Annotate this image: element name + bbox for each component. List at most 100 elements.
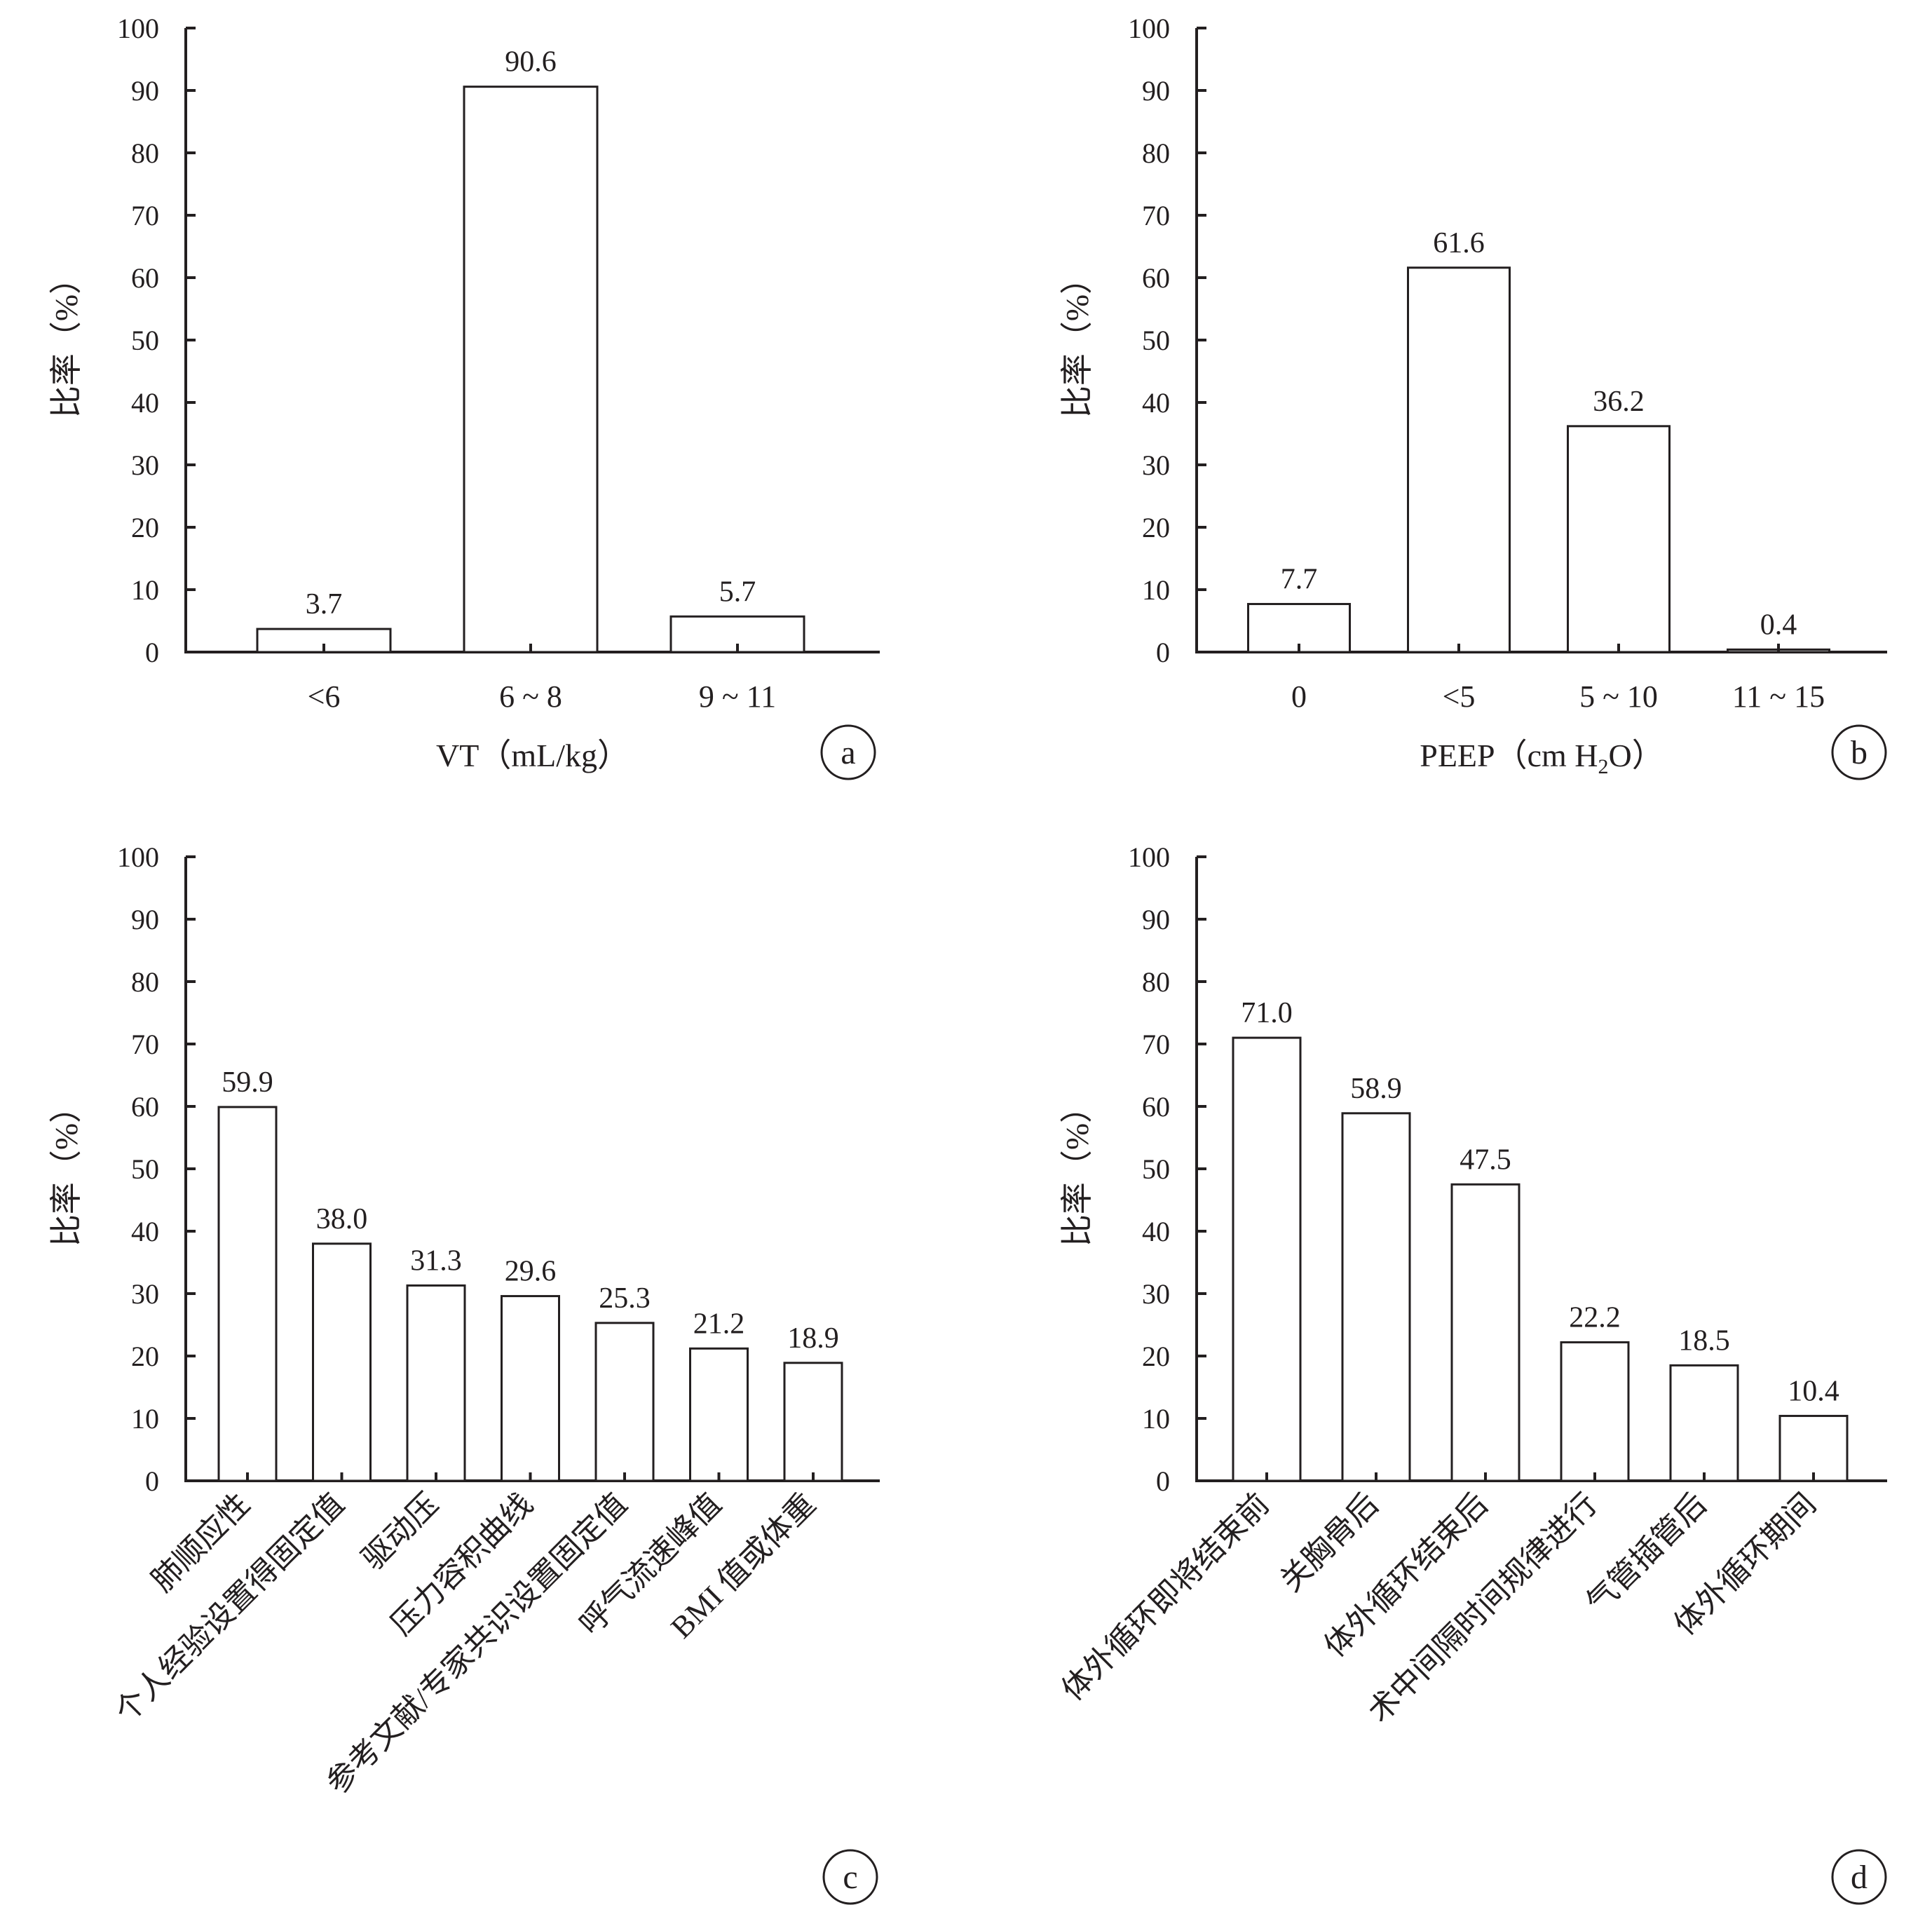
data-label: 18.5 xyxy=(1678,1324,1730,1357)
y-tick-label: 80 xyxy=(1142,966,1170,998)
y-tick-label: 50 xyxy=(131,325,159,356)
bar xyxy=(1407,266,1511,653)
y-tick-label: 100 xyxy=(1128,13,1170,44)
y-axis-title: 比率（%） xyxy=(48,1091,84,1247)
chart-panel-b: 0 10 20 30 40 50 60 70 80 90 100 比率（%） 7.7 0 61.6 <5 36.… xyxy=(1059,13,1887,780)
y-tick-label: 60 xyxy=(131,262,159,294)
y-tick-label: 100 xyxy=(1128,841,1170,873)
y-axis-title: 比率（%） xyxy=(48,262,84,418)
data-label: 58.9 xyxy=(1350,1073,1402,1105)
y-tick-label: 60 xyxy=(131,1091,159,1123)
y-tick-label: 70 xyxy=(1142,200,1170,231)
bar xyxy=(783,1362,843,1482)
y-tick-label: 70 xyxy=(131,1029,159,1060)
bar xyxy=(1778,1414,1849,1482)
data-label: 21.2 xyxy=(693,1308,745,1340)
bar xyxy=(1232,1036,1302,1482)
panel-label: c xyxy=(843,1859,857,1896)
data-label: 10.4 xyxy=(1788,1375,1839,1407)
y-tick-label: 80 xyxy=(1142,137,1170,169)
y-tick-label: 0 xyxy=(145,1465,159,1497)
data-label: 22.2 xyxy=(1569,1301,1621,1334)
y-tick-label: 0 xyxy=(1156,637,1170,668)
data-label: 18.9 xyxy=(787,1322,839,1355)
bar xyxy=(406,1284,466,1482)
y-tick-label: 40 xyxy=(1142,1216,1170,1247)
data-label: 61.6 xyxy=(1433,227,1485,259)
bar xyxy=(312,1242,372,1482)
y-tick-label: 10 xyxy=(131,574,159,606)
y-tick-label: 90 xyxy=(131,75,159,107)
x-tick-label: <5 xyxy=(1443,679,1476,714)
x-tick-label: 5 ~ 10 xyxy=(1579,679,1658,714)
y-tick-label: 70 xyxy=(1142,1029,1170,1060)
x-axis-title: VT（mL/kg） xyxy=(436,738,630,773)
data-label: 47.5 xyxy=(1460,1144,1511,1176)
y-tick-label: 40 xyxy=(131,1216,159,1247)
panel-label-circle xyxy=(822,1849,878,1905)
y-tick-label: 20 xyxy=(131,512,159,543)
data-label: 36.2 xyxy=(1593,386,1645,418)
bar xyxy=(1567,425,1671,653)
y-tick-label: 50 xyxy=(131,1153,159,1185)
y-tick-label: 50 xyxy=(1142,325,1170,356)
chart-panel-a: 0 10 20 30 40 50 60 70 80 90 100 比率（%） 3.7 <6 90.6 6 ~ … xyxy=(48,13,880,780)
y-tick-label: 10 xyxy=(131,1403,159,1435)
data-label: 0.4 xyxy=(1760,609,1797,641)
data-label: 29.6 xyxy=(505,1256,557,1288)
x-tick-label: 6 ~ 8 xyxy=(499,679,562,714)
y-tick-label: 80 xyxy=(131,137,159,169)
data-label: 5.7 xyxy=(719,576,756,608)
y-tick-label: 60 xyxy=(1142,1091,1170,1123)
y-axis-title: 比率（%） xyxy=(1059,1091,1095,1247)
y-tick-label: 60 xyxy=(1142,262,1170,294)
bar xyxy=(1669,1364,1739,1482)
bar xyxy=(1450,1183,1521,1482)
bar xyxy=(1341,1112,1411,1482)
y-tick-label: 10 xyxy=(1142,1403,1170,1435)
y-tick-label: 20 xyxy=(1142,1341,1170,1372)
x-tick-label: 0 xyxy=(1291,679,1307,714)
data-label: 71.0 xyxy=(1241,997,1293,1029)
y-tick-label: 30 xyxy=(1142,449,1170,481)
bar xyxy=(1247,602,1351,653)
y-tick-label: 30 xyxy=(1142,1278,1170,1310)
y-tick-label: 0 xyxy=(1156,1465,1170,1497)
y-tick-label: 20 xyxy=(1142,512,1170,543)
data-label: 3.7 xyxy=(306,588,343,621)
panel-label: b xyxy=(1851,734,1868,771)
x-tick-label: <6 xyxy=(308,679,341,714)
panel-label-circle xyxy=(820,724,876,780)
y-tick-label: 90 xyxy=(1142,75,1170,107)
data-label: 31.3 xyxy=(410,1245,462,1277)
data-label: 7.7 xyxy=(1281,563,1318,595)
bar xyxy=(594,1322,655,1482)
y-tick-label: 0 xyxy=(145,637,159,668)
y-tick-label: 100 xyxy=(117,841,159,873)
y-tick-label: 20 xyxy=(131,1341,159,1372)
x-tick-label: 9 ~ 11 xyxy=(699,679,776,714)
data-label: 38.0 xyxy=(316,1203,368,1235)
y-tick-label: 50 xyxy=(1142,1153,1170,1185)
panel-label-circle xyxy=(1831,724,1887,780)
y-tick-label: 90 xyxy=(131,904,159,935)
y-tick-label: 80 xyxy=(131,966,159,998)
bar xyxy=(689,1347,749,1482)
x-tick-label: 11 ~ 15 xyxy=(1732,679,1825,714)
panel-label-circle xyxy=(1831,1849,1887,1905)
y-tick-label: 30 xyxy=(131,449,159,481)
y-tick-label: 40 xyxy=(1142,387,1170,419)
y-tick-label: 70 xyxy=(131,200,159,231)
bar xyxy=(1560,1341,1630,1482)
y-tick-label: 100 xyxy=(117,13,159,44)
bar xyxy=(501,1295,560,1482)
y-axis-title: 比率（%） xyxy=(1059,262,1095,418)
panel-label: a xyxy=(841,734,855,771)
y-tick-label: 10 xyxy=(1142,574,1170,606)
bar xyxy=(217,1106,278,1482)
x-axis-title: PEEP（cm H2O） xyxy=(1420,738,1664,778)
data-label: 59.9 xyxy=(222,1066,273,1099)
y-tick-label: 90 xyxy=(1142,904,1170,935)
y-tick-label: 40 xyxy=(131,387,159,419)
